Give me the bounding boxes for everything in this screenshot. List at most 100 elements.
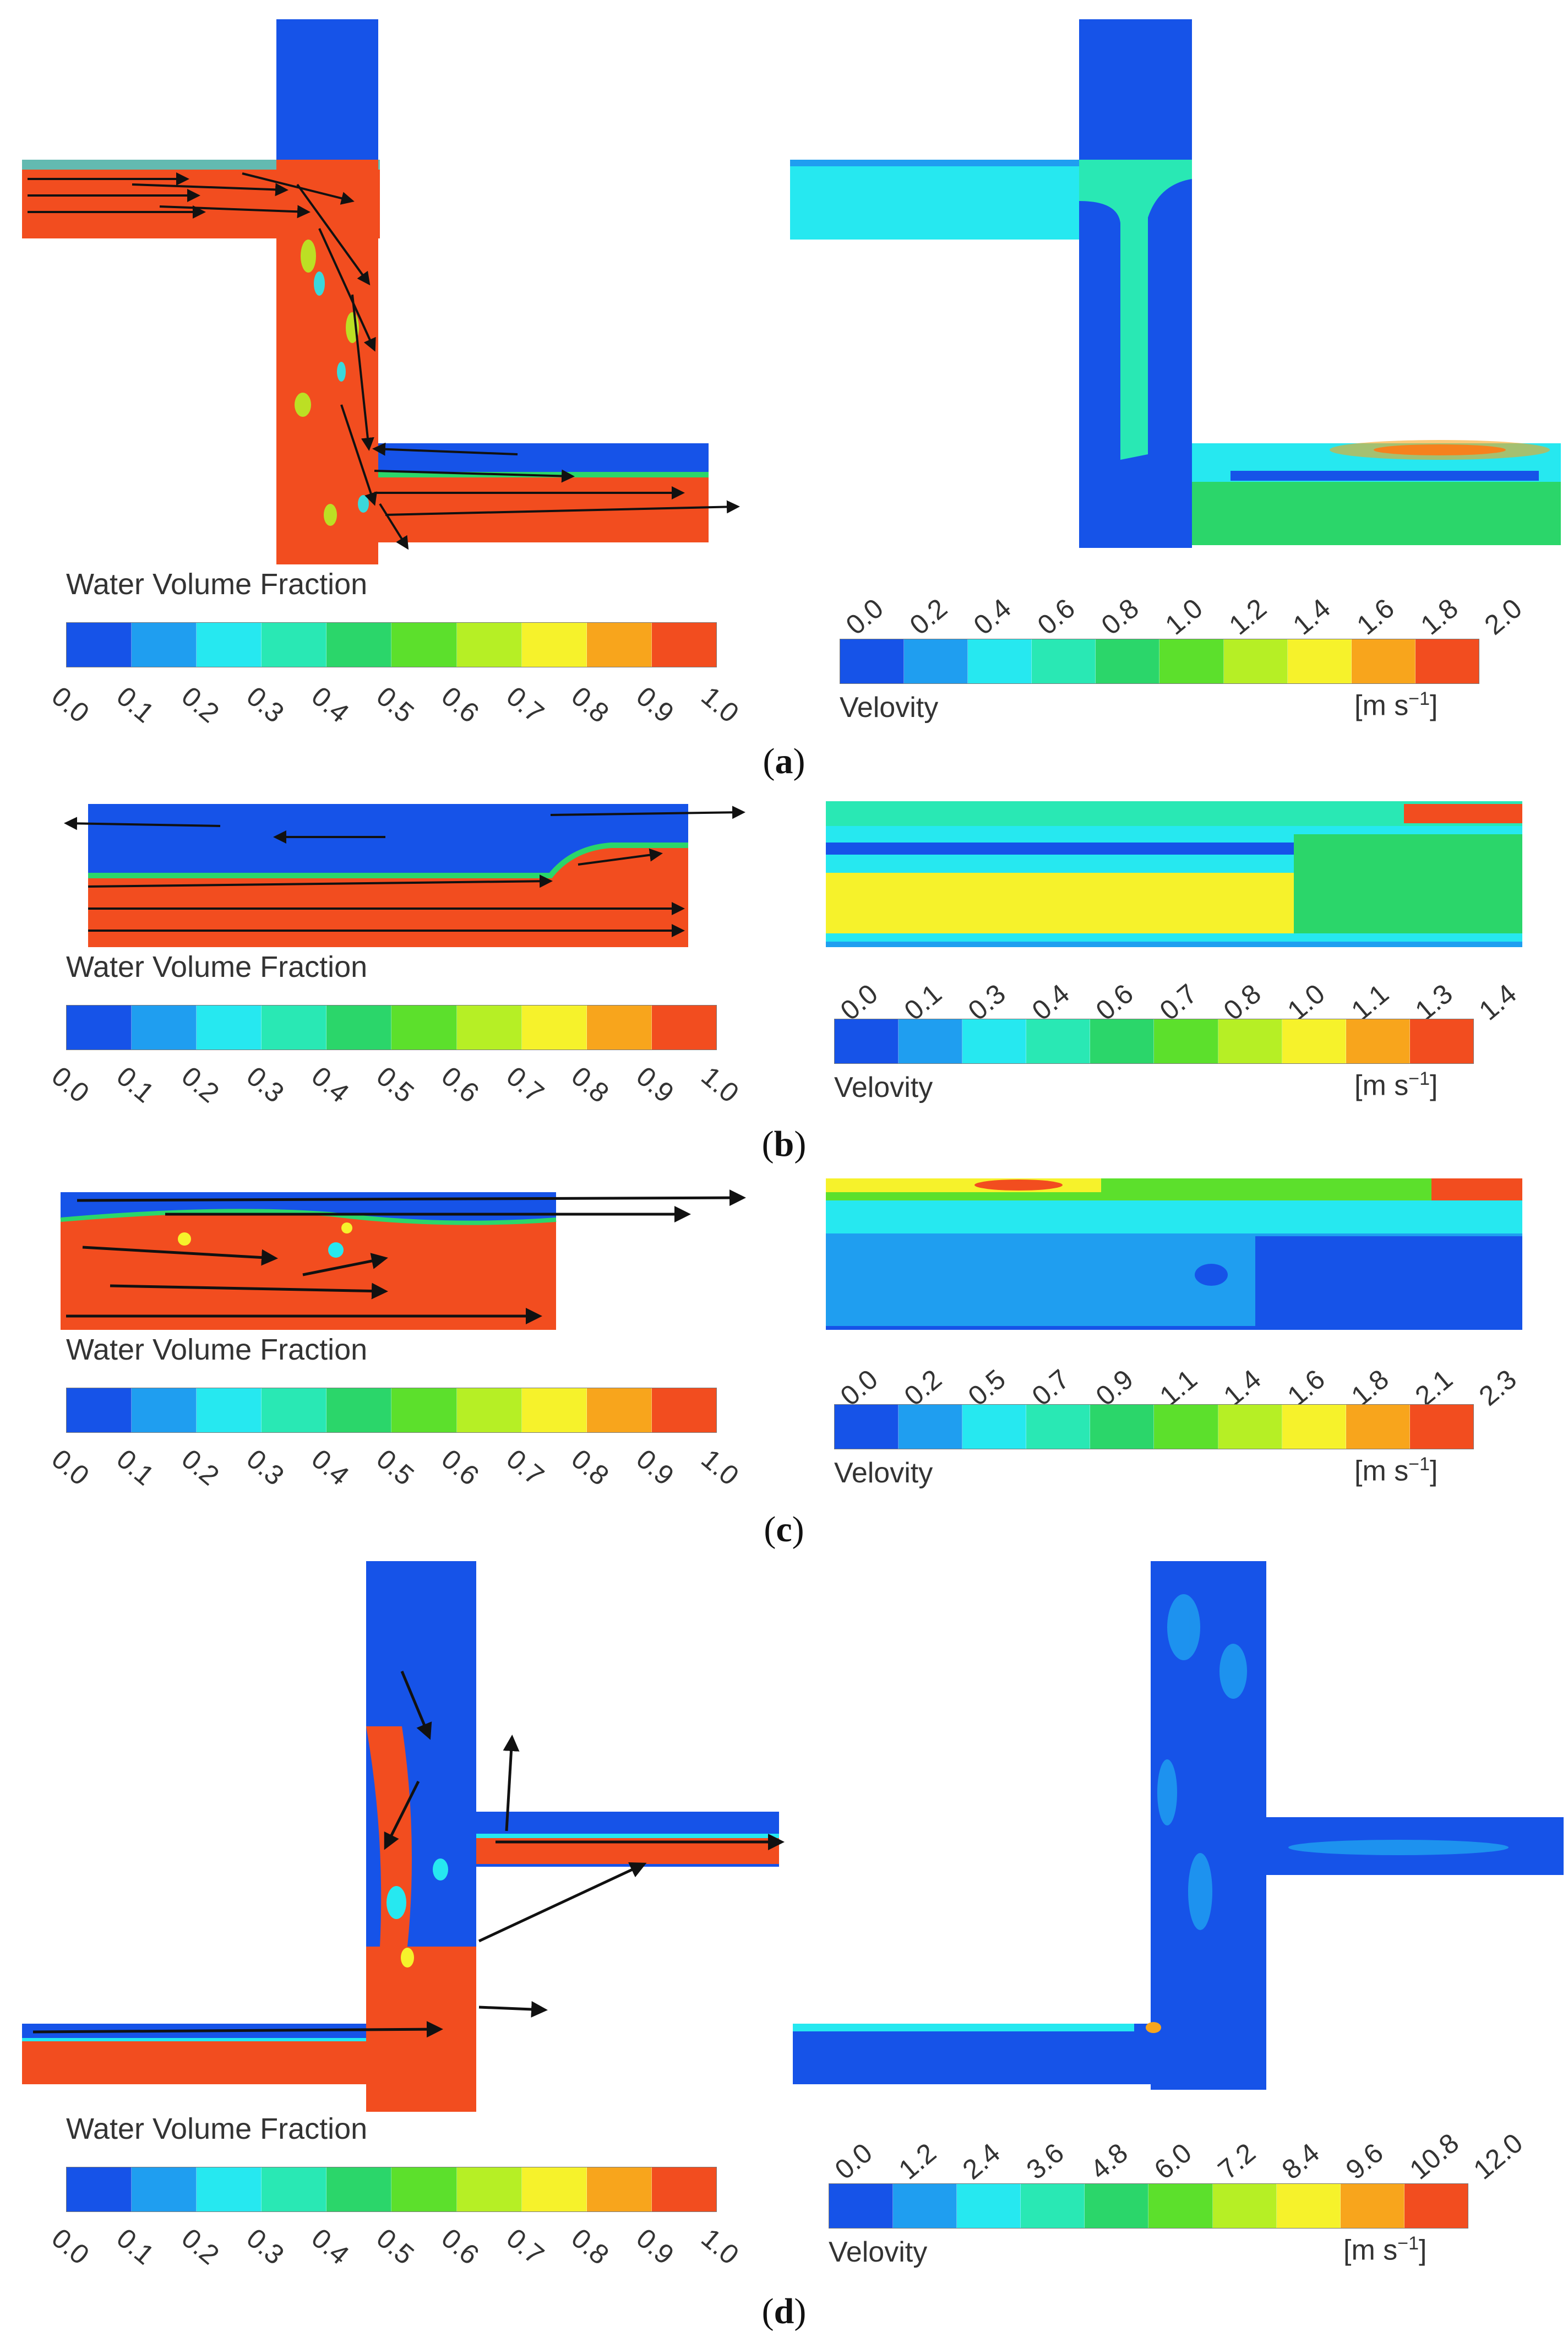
colorbar-swatch: [1276, 2184, 1341, 2228]
tick-label: 2.0: [1478, 593, 1528, 641]
colorbar-swatch: [1409, 1019, 1473, 1063]
tick-label: 0.0: [829, 2137, 878, 2186]
colorbar-swatch: [132, 2167, 197, 2211]
velocity-colorbar-d: [829, 2183, 1468, 2229]
tick-label: 0.2: [903, 593, 953, 641]
colorbar-swatch: [899, 1405, 963, 1449]
velocity-unit: [m s−1]: [1343, 2233, 1427, 2267]
tick-label: 1.0: [1159, 593, 1208, 641]
colorbar-swatch: [456, 1006, 522, 1050]
tick-label: 1.8: [1414, 593, 1464, 641]
colorbar-swatch: [586, 1388, 652, 1432]
colorbar-swatch: [67, 1388, 132, 1432]
colorbar-swatch: [262, 623, 327, 667]
tick-label: 0.4: [306, 1060, 355, 1109]
velocity-unit: [m s−1]: [1354, 1068, 1438, 1102]
colorbar-swatch: [840, 639, 905, 683]
tick-label: 0.8: [1095, 593, 1145, 641]
vof-field-d: [22, 1561, 793, 2112]
tick-label: 0.0: [840, 593, 889, 641]
colorbar-swatch: [1346, 1405, 1410, 1449]
velocity-unit: [m s−1]: [1354, 1454, 1438, 1487]
colorbar-swatch: [1351, 639, 1415, 683]
colorbar-swatch: [197, 623, 262, 667]
tick-label: 0.5: [371, 680, 420, 729]
tick-label: 0.0: [46, 680, 95, 729]
colorbar-swatch: [456, 1388, 522, 1432]
tick-label: 0.1: [111, 2222, 160, 2271]
colorbar-swatch: [391, 1388, 457, 1432]
tick-label: 0.7: [500, 1443, 550, 1492]
velocity-legend-label: Velovity: [834, 1072, 933, 1104]
colorbar-swatch: [1154, 1405, 1218, 1449]
vof-colorbar: [66, 2167, 717, 2212]
colorbar-swatch: [197, 2167, 262, 2211]
colorbar-swatch: [586, 623, 652, 667]
tick-label: 0.4: [967, 593, 1017, 641]
vof-legend-title: Water Volume Fraction: [66, 950, 368, 983]
tick-label: 0.1: [111, 680, 160, 729]
tick-label: 1.2: [892, 2137, 942, 2186]
tick-label: 0.9: [630, 2222, 680, 2271]
velocity-ticks-c: 0.0 0.2 0.5 0.7 0.9 1.1 1.4 1.6 1.8 2.1 …: [834, 1346, 1522, 1412]
vof-colorbar: [66, 1388, 717, 1433]
colorbar-swatch: [1223, 639, 1288, 683]
colorbar-swatch: [132, 1006, 197, 1050]
tick-label: 0.7: [500, 680, 550, 729]
tick-label: 7.2: [1212, 2137, 1261, 2186]
tick-label: 1.4: [1287, 593, 1336, 641]
colorbar-swatch: [197, 1388, 262, 1432]
caption-b: (b): [761, 1124, 807, 1164]
velocity-ticks-a: 0.0 0.2 0.4 0.6 0.8 1.0 1.2 1.4 1.6 1.8 …: [840, 575, 1528, 641]
vof-ticks: 0.0 0.1 0.2 0.3 0.4 0.5 0.6 0.7 0.8 0.9 …: [46, 680, 744, 730]
vof-colorbar: [66, 622, 717, 667]
tick-label: 0.1: [111, 1443, 160, 1492]
colorbar-swatch: [326, 1006, 392, 1050]
tick-label: 0.2: [176, 1060, 225, 1109]
tick-label: 0.8: [565, 2222, 615, 2271]
tick-label: 4.8: [1084, 2137, 1134, 2186]
velocity-colorbar-a: [840, 639, 1479, 684]
tick-label: 0.6: [435, 680, 485, 729]
tick-label: 0.9: [630, 1060, 680, 1109]
colorbar-swatch: [835, 1405, 899, 1449]
colorbar-swatch: [1282, 1019, 1346, 1063]
tick-label: 9.6: [1340, 2137, 1389, 2186]
colorbar-swatch: [521, 623, 587, 667]
colorbar-swatch: [962, 1405, 1027, 1449]
tick-label: 0.4: [306, 1443, 355, 1492]
colorbar-swatch: [651, 1006, 716, 1050]
vof-field-a: [22, 19, 793, 564]
tick-label: 1.2: [1223, 593, 1272, 641]
caption-c: (c): [764, 1509, 804, 1550]
vof-legend-title: Water Volume Fraction: [66, 568, 368, 601]
colorbar-swatch: [651, 2167, 716, 2211]
velocity-field-c: [826, 1178, 1525, 1333]
colorbar-swatch: [586, 2167, 652, 2211]
colorbar-swatch: [1404, 2184, 1468, 2228]
velocity-ticks-b: 0.0 0.1 0.3 0.4 0.6 0.7 0.8 1.0 1.1 1.3 …: [834, 961, 1522, 1026]
colorbar-swatch: [456, 2167, 522, 2211]
tick-label: 0.0: [46, 1443, 95, 1492]
colorbar-swatch: [67, 1006, 132, 1050]
tick-label: 0.1: [111, 1060, 160, 1109]
vof-legend-title: Water Volume Fraction: [66, 1333, 368, 1366]
tick-label: 0.0: [46, 2222, 95, 2271]
colorbar-swatch: [326, 2167, 392, 2211]
colorbar-swatch: [132, 623, 197, 667]
colorbar-swatch: [586, 1006, 652, 1050]
colorbar-swatch: [1340, 2184, 1404, 2228]
colorbar-swatch: [1282, 1405, 1346, 1449]
colorbar-swatch: [968, 639, 1032, 683]
tick-label: 0.0: [46, 1060, 95, 1109]
vof-field-c: [55, 1176, 771, 1335]
colorbar-swatch: [1346, 1019, 1410, 1063]
colorbar-swatch: [1026, 1019, 1091, 1063]
colorbar-swatch: [132, 1388, 197, 1432]
tick-label: 0.2: [176, 1443, 225, 1492]
vof-legend-title: Water Volume Fraction: [66, 2112, 368, 2145]
tick-label: 6.0: [1148, 2137, 1197, 2186]
colorbar-swatch: [962, 1019, 1027, 1063]
velocity-legend-label: Velovity: [840, 692, 939, 724]
tick-label: 0.5: [371, 1060, 420, 1109]
